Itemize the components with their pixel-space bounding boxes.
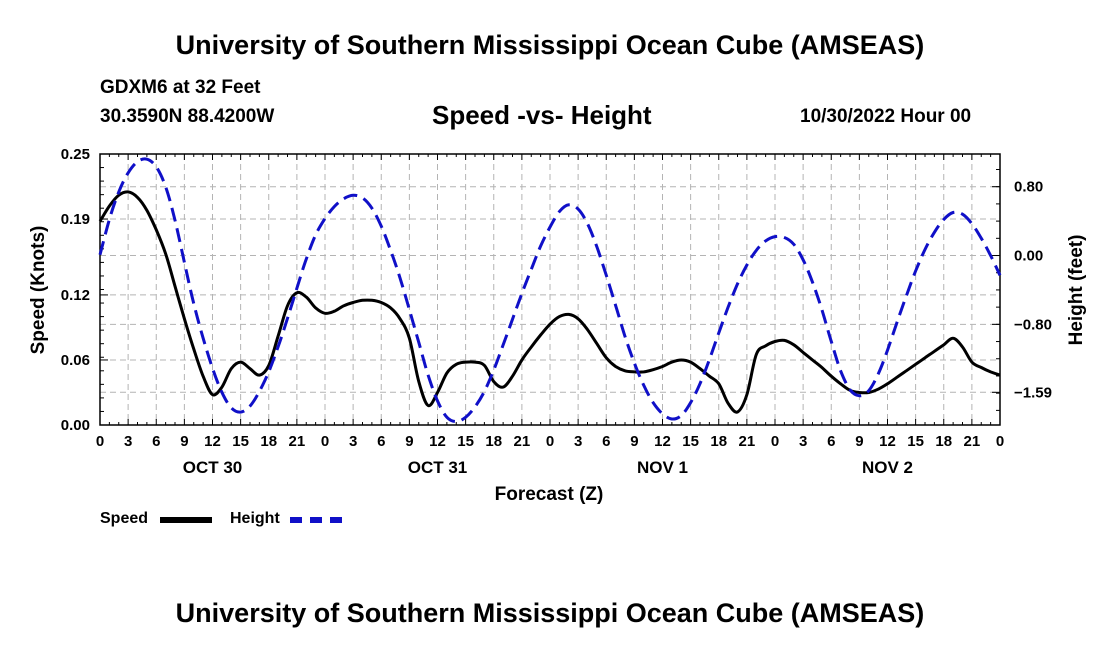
y-tick-label: 0.19 — [61, 211, 90, 228]
x-tick-label: 21 — [514, 433, 531, 450]
station-label: GDXM6 at 32 Feet — [100, 77, 261, 98]
x-tick-label: 18 — [485, 433, 502, 450]
x-tick-label: 12 — [879, 433, 896, 450]
x-tick-label: 21 — [739, 433, 756, 450]
x-tick-label: 21 — [289, 433, 306, 450]
x-tick-label: 6 — [602, 433, 610, 450]
y-tick-label: 0.00 — [61, 417, 90, 434]
x-tick-label: 18 — [710, 433, 727, 450]
series-line-height — [98, 157, 1002, 424]
footer-title: University of Southern Mississippi Ocean… — [175, 598, 925, 628]
axis-labels: Forecast (Z) Speed (Knots) Height (feet) — [28, 226, 1087, 505]
x-tick-label: 15 — [907, 433, 924, 450]
grid — [100, 154, 1000, 425]
legend-speed-label: Speed — [100, 510, 149, 527]
x-tick-label: 15 — [682, 433, 699, 450]
legend-speed-swatch — [160, 517, 212, 523]
series — [98, 157, 1002, 424]
page-title: University of Southern Mississippi Ocean… — [175, 30, 925, 60]
y2-tick-label: −0.80 — [1014, 316, 1052, 333]
x-tick-label: 0 — [546, 433, 554, 450]
y2-tick-label: 0.80 — [1014, 179, 1043, 196]
x-tick-label: 18 — [935, 433, 952, 450]
day-label: NOV 2 — [862, 458, 913, 477]
x-tick-label: 9 — [855, 433, 863, 450]
x-tick-label: 12 — [654, 433, 671, 450]
x-tick-label: 12 — [429, 433, 446, 450]
legend-height-swatch — [290, 517, 342, 523]
x-axis-title: Forecast (Z) — [495, 484, 604, 505]
x-tick-label: 3 — [349, 433, 357, 450]
x-tick-label: 12 — [204, 433, 221, 450]
axes: 0 3 6 9 12 15 18 21 0 3 6 9 12 15 18 21 0 3 6 9 12 15 18 21 0 3 6 9… — [61, 146, 1052, 477]
day-label: OCT 30 — [183, 458, 243, 477]
y2-tick-label: 0.00 — [1014, 248, 1043, 265]
y-tick-label: 0.12 — [61, 287, 90, 304]
legend-height-label: Height — [230, 510, 280, 527]
x-tick-label: 21 — [964, 433, 981, 450]
x-tick-label: 9 — [405, 433, 413, 450]
x-tick-label: 3 — [799, 433, 807, 450]
plot-frame — [99, 153, 1001, 426]
x-tick-label: 6 — [377, 433, 385, 450]
y2-axis-title: Height (feet) — [1066, 235, 1087, 346]
x-tick-label: 0 — [96, 433, 104, 450]
x-tick-label: 0 — [771, 433, 779, 450]
x-tick-label: 0 — [321, 433, 329, 450]
y-axis-title: Speed (Knots) — [28, 226, 49, 355]
y-tick-label: 0.06 — [61, 352, 90, 369]
y-tick-label: 0.25 — [61, 146, 90, 163]
x-tick-label: 6 — [152, 433, 160, 450]
day-label: NOV 1 — [637, 458, 688, 477]
x-tick-label: 6 — [827, 433, 835, 450]
x-tick-label: 3 — [124, 433, 132, 450]
forecast-run-time: 10/30/2022 Hour 00 — [800, 106, 972, 127]
x-tick-label: 0 — [996, 433, 1004, 450]
x-tick-label: 9 — [180, 433, 188, 450]
x-tick-label: 15 — [457, 433, 474, 450]
chart-title: Speed -vs- Height — [432, 100, 652, 130]
x-tick-label: 3 — [574, 433, 582, 450]
x-tick-label: 9 — [630, 433, 638, 450]
y2-tick-label: −1.59 — [1014, 384, 1052, 401]
day-label: OCT 31 — [408, 458, 468, 477]
station-coordinates: 30.3590N 88.4200W — [100, 106, 275, 127]
x-tick-label: 18 — [260, 433, 277, 450]
x-tick-label: 15 — [232, 433, 249, 450]
